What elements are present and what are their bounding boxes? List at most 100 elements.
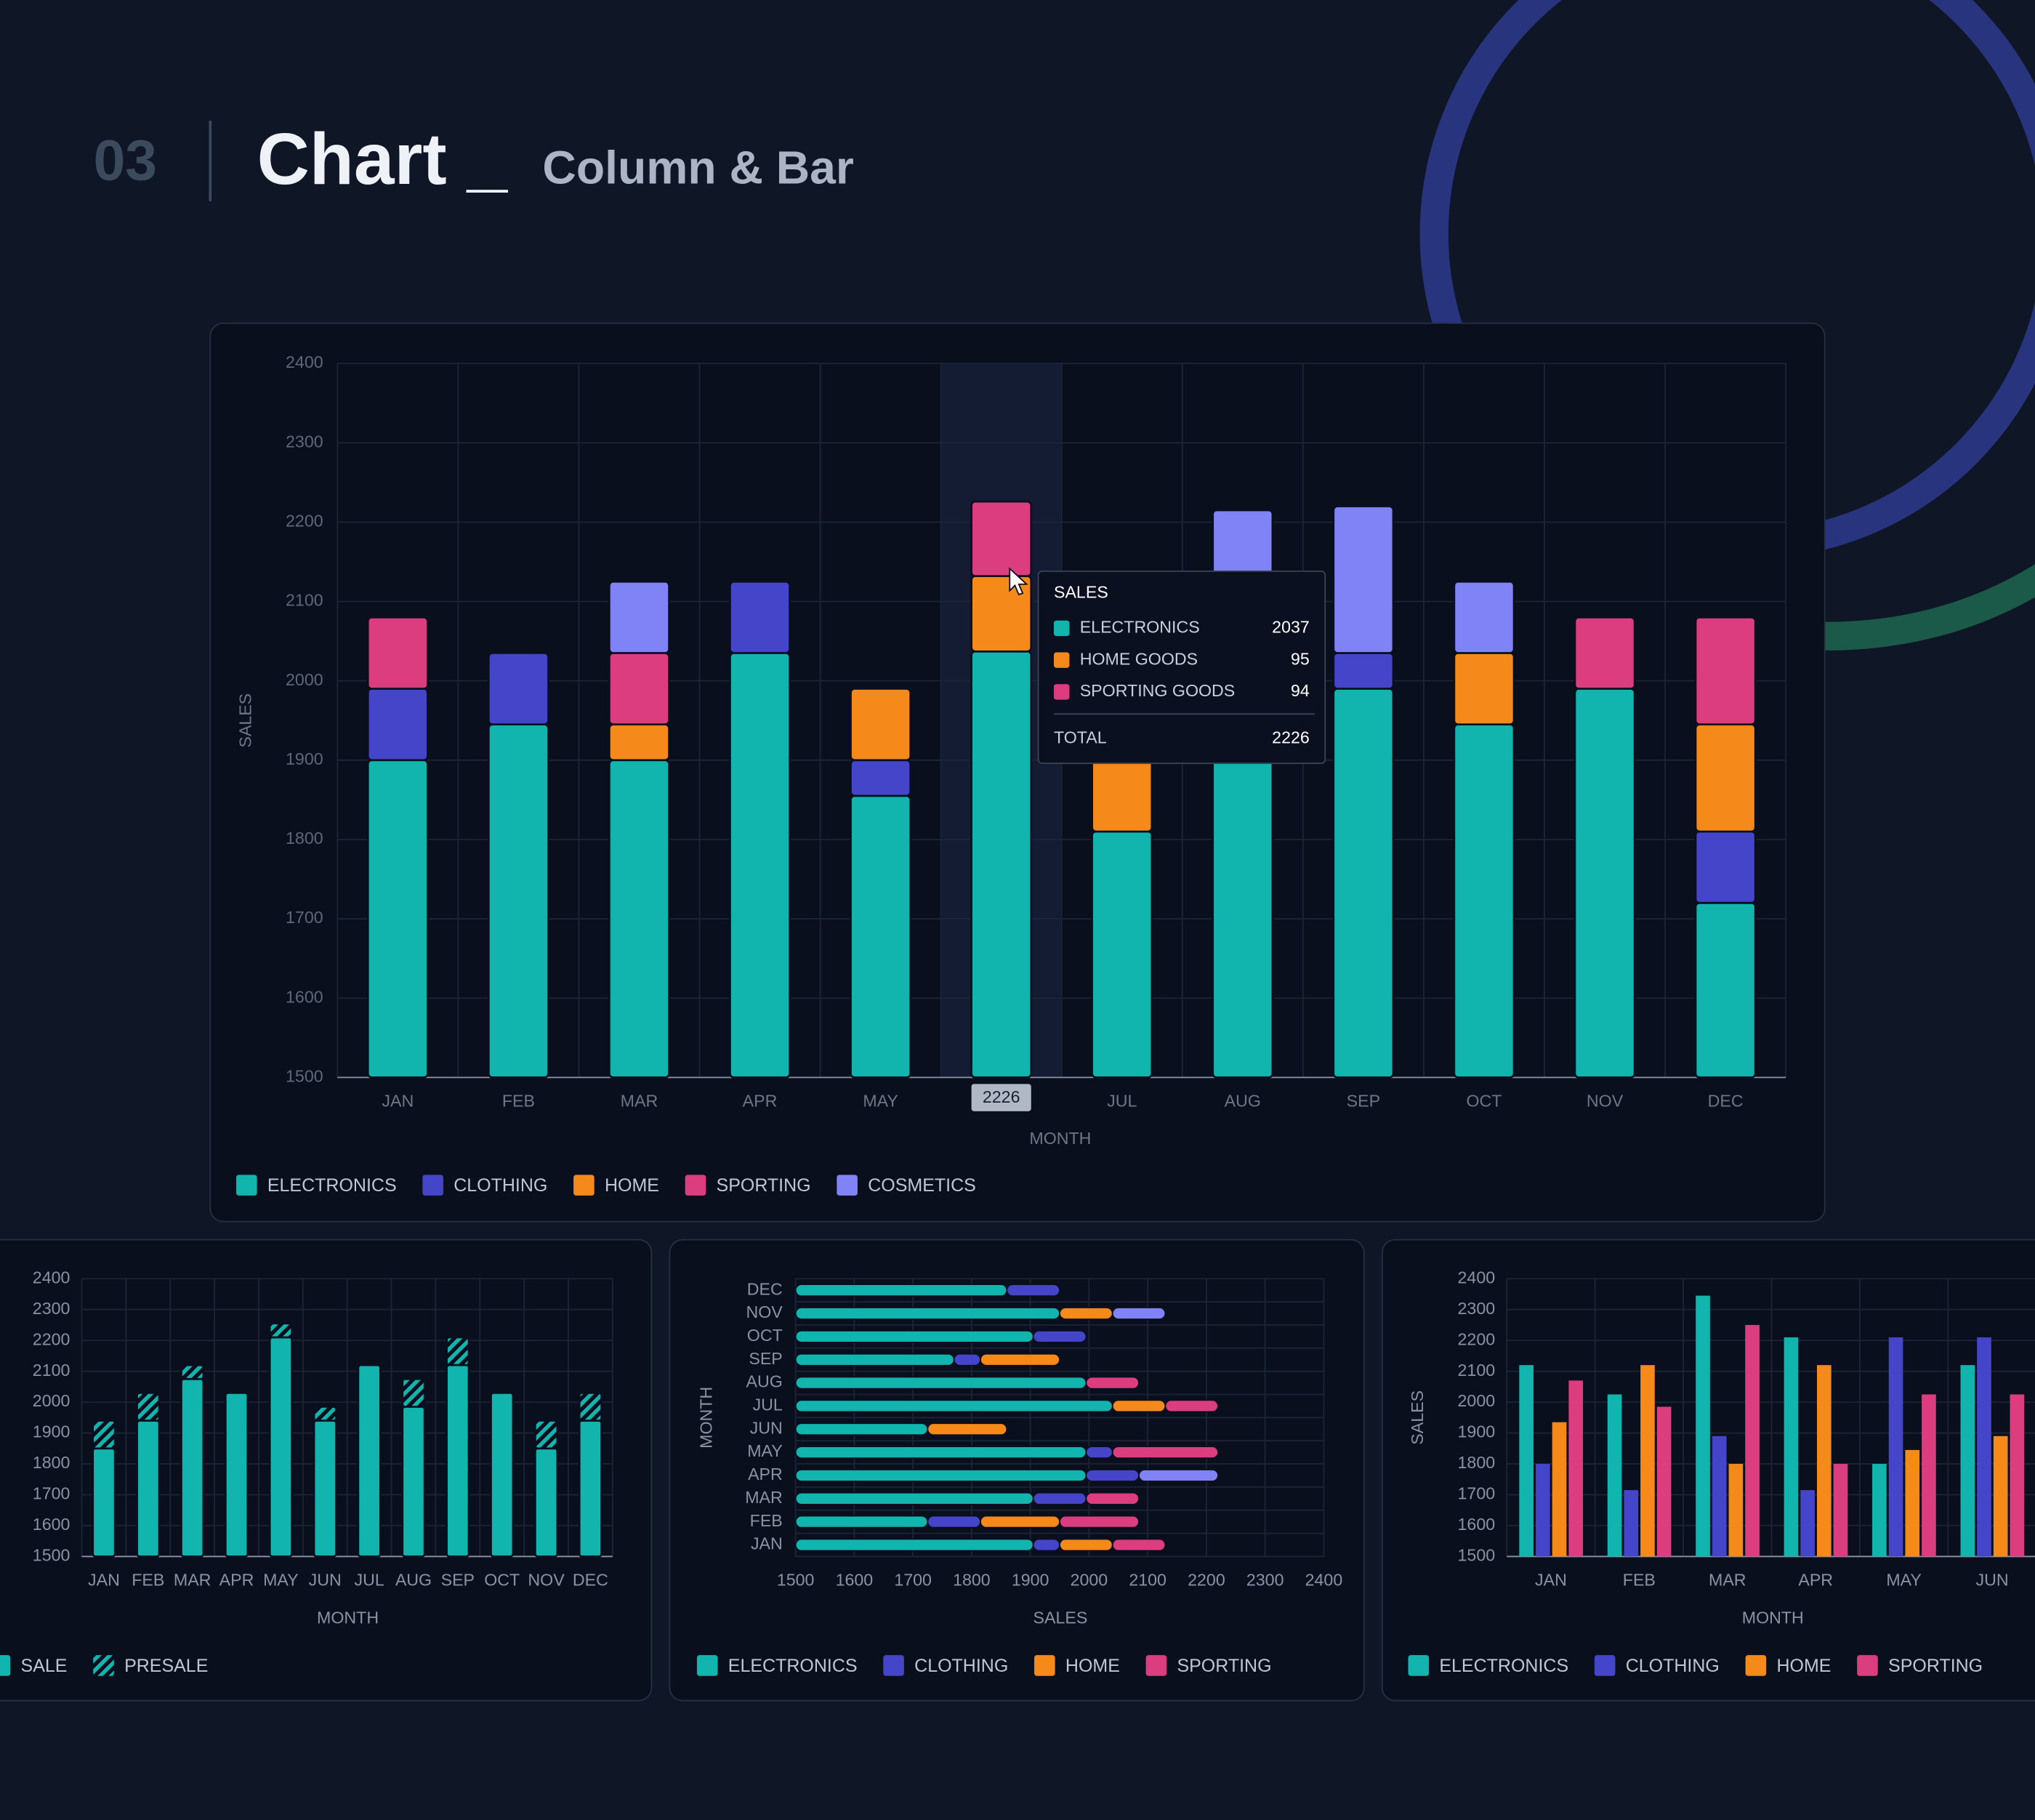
bar xyxy=(1922,1394,1936,1557)
tooltip-label: SPORTING GOODS xyxy=(1080,681,1236,700)
page-subtitle: Column & Bar xyxy=(542,142,854,194)
bar-segment xyxy=(1032,1329,1087,1343)
y-tick-label: 1800 xyxy=(1458,1453,1496,1472)
bar-segment xyxy=(534,1420,559,1450)
y-tick-label: MAY xyxy=(747,1441,783,1460)
y-tick-label: 2200 xyxy=(1458,1329,1496,1348)
bar-segment xyxy=(313,1406,337,1422)
legend-label: SPORTING xyxy=(1177,1656,1271,1676)
x-tick-label: MAY xyxy=(863,1091,898,1110)
x-tick-label: JUL xyxy=(354,1570,384,1589)
legend-label: HOME xyxy=(1776,1656,1831,1676)
y-tick-label: 1800 xyxy=(286,829,323,847)
y-tick-label: 2100 xyxy=(1458,1361,1496,1380)
legend-label: ELECTRONICS xyxy=(728,1656,858,1676)
bar-segment xyxy=(487,723,549,1079)
x-tick-label: JAN xyxy=(88,1570,120,1589)
bar-segment xyxy=(970,650,1033,1079)
tooltip-value: 95 xyxy=(1291,649,1310,668)
bar-segment xyxy=(927,1515,981,1529)
bar-segment xyxy=(446,1336,470,1366)
legend-swatch xyxy=(696,1655,718,1676)
tooltip-title: SALES xyxy=(1054,582,1108,601)
bar-segment xyxy=(366,759,429,1079)
legend-swatch xyxy=(685,1175,706,1196)
bar xyxy=(1640,1365,1655,1557)
y-tick-label: 1600 xyxy=(286,987,323,1006)
bar-segment xyxy=(268,1322,293,1339)
bar-segment xyxy=(850,688,912,762)
bar-segment xyxy=(490,1392,515,1558)
legend-swatch xyxy=(1408,1655,1430,1676)
tooltip-swatch xyxy=(1054,652,1070,668)
bar-segment xyxy=(487,652,549,726)
y-tick-label: JUN xyxy=(750,1418,783,1437)
bar-segment xyxy=(446,1364,470,1558)
x-tick-label: MAR xyxy=(1709,1570,1746,1589)
legend-swatch xyxy=(93,1655,114,1676)
y-tick-label: 2300 xyxy=(33,1299,70,1318)
legend-swatch xyxy=(1145,1655,1167,1676)
bar-segment xyxy=(366,688,429,762)
bar xyxy=(1784,1337,1799,1557)
bar-segment xyxy=(357,1364,382,1558)
x-axis-label: MONTH xyxy=(1742,1608,1804,1627)
y-tick-label: 1800 xyxy=(33,1453,70,1472)
bar-segment xyxy=(1453,723,1515,1079)
bar-segment xyxy=(1332,505,1395,654)
x-tick-label: SEP xyxy=(1347,1091,1380,1110)
bar-segment xyxy=(1085,1376,1140,1390)
x-axis-label: SALES xyxy=(1033,1608,1088,1627)
bar-segment xyxy=(794,1446,1087,1459)
legend-swatch xyxy=(0,1655,11,1676)
x-tick-label: NOV xyxy=(1587,1091,1624,1110)
bar-segment xyxy=(927,1422,1008,1436)
axis-badge xyxy=(971,1084,1031,1111)
x-tick-label: JAN xyxy=(1535,1570,1567,1589)
y-axis-label: SALES xyxy=(1408,1390,1427,1445)
x-tick-label: 2100 xyxy=(1129,1570,1166,1589)
bar-segment xyxy=(180,1377,205,1558)
bar xyxy=(1728,1464,1744,1557)
bar-segment xyxy=(1059,1307,1113,1320)
x-tick-label: APR xyxy=(1798,1570,1833,1589)
tooltip-label: ELECTRONICS xyxy=(1080,618,1200,637)
y-tick-label: 1900 xyxy=(1458,1422,1496,1441)
bar-segment xyxy=(180,1364,205,1380)
bar xyxy=(1872,1464,1887,1557)
bar xyxy=(1656,1406,1672,1557)
y-tick-label: OCT xyxy=(747,1326,783,1345)
tooltip-total: 2226 xyxy=(1272,728,1310,746)
bar-segment xyxy=(1332,688,1395,1079)
bar-segment xyxy=(608,759,670,1079)
x-tick-label: MAR xyxy=(174,1570,211,1589)
x-tick-label: FEB xyxy=(1623,1570,1656,1589)
y-tick-label: 1600 xyxy=(1458,1515,1496,1534)
x-tick-label: 1500 xyxy=(777,1570,815,1589)
legend-label: CLOTHING xyxy=(454,1175,547,1196)
bar-segment xyxy=(268,1336,293,1558)
x-tick-label: DEC xyxy=(573,1570,608,1589)
legend-swatch xyxy=(883,1655,904,1676)
bar-segment xyxy=(578,1420,603,1558)
x-tick-label: FEB xyxy=(502,1091,535,1110)
x-tick-label: OCT xyxy=(1466,1091,1502,1110)
tooltip-value: 2037 xyxy=(1272,618,1310,637)
legend-label: ELECTRONICS xyxy=(267,1175,397,1196)
bar-segment xyxy=(401,1406,426,1558)
tooltip-swatch xyxy=(1054,620,1070,637)
y-tick-label: 1500 xyxy=(1458,1546,1496,1565)
y-tick-label: 2300 xyxy=(286,432,323,451)
legend-label: CLOTHING xyxy=(1626,1656,1720,1676)
x-tick-label: JAN xyxy=(382,1091,414,1110)
tooltip-label: HOME GOODS xyxy=(1080,649,1198,668)
legend-label: SPORTING xyxy=(1888,1656,1983,1676)
bar-segment xyxy=(794,1491,1034,1505)
legend-label: PRESALE xyxy=(124,1656,208,1676)
bar xyxy=(1696,1295,1710,1557)
bar-segment xyxy=(980,1515,1060,1529)
y-tick-label: 2400 xyxy=(286,353,323,371)
x-tick-label: JUL xyxy=(1107,1091,1137,1110)
